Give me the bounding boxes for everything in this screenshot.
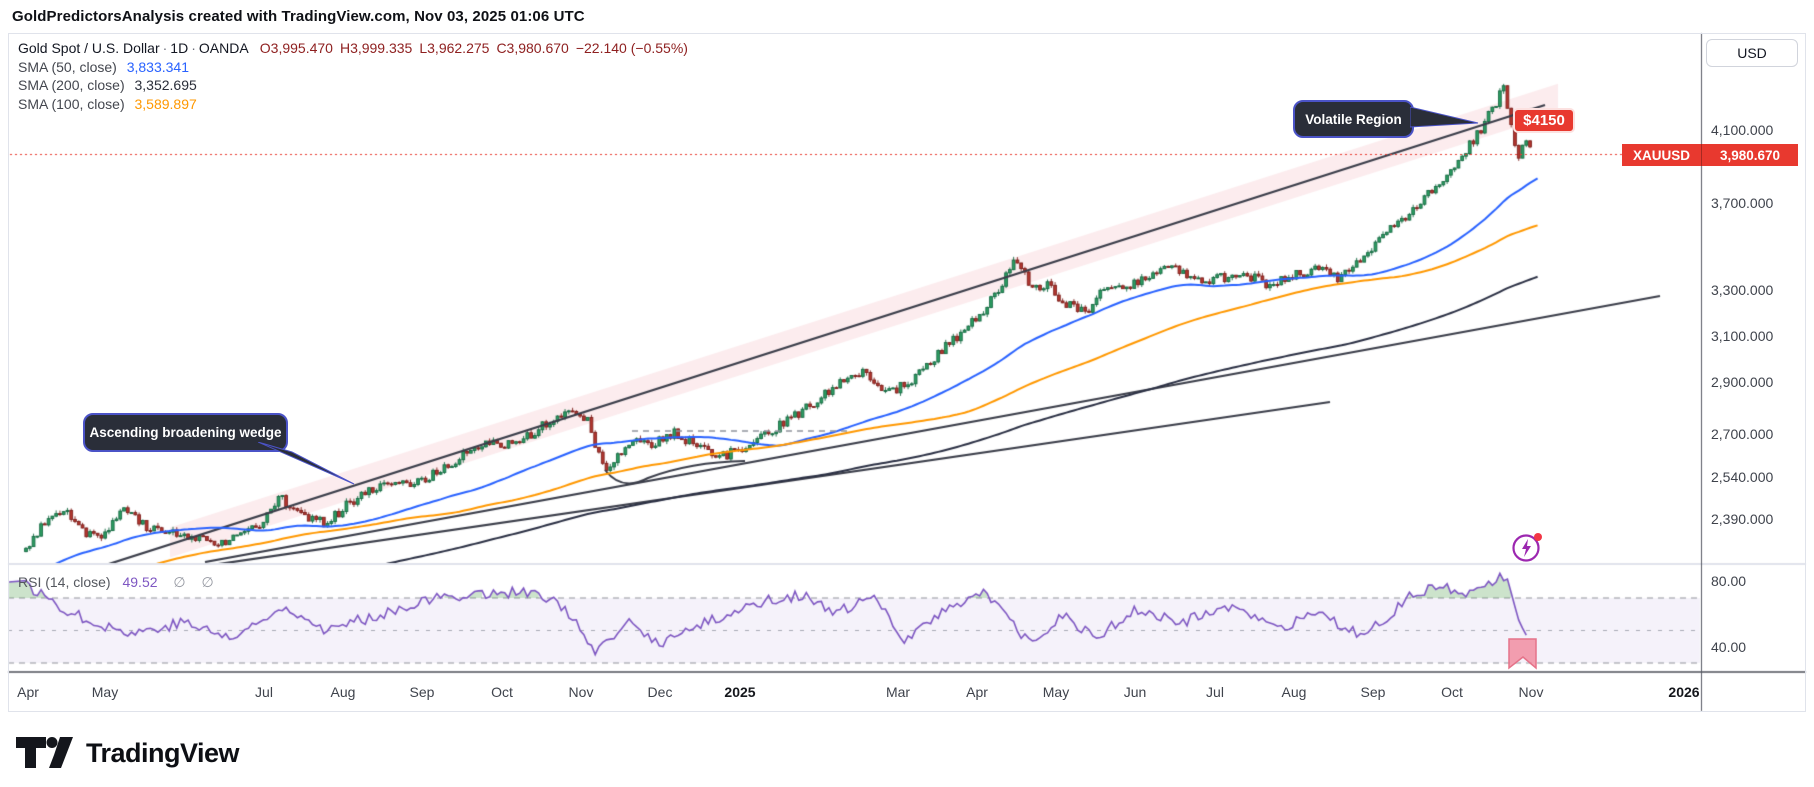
sma200-label: SMA (200, close): [18, 77, 125, 93]
flash-ideas-icon[interactable]: [1510, 530, 1544, 564]
rsi-axis-label: 40.00: [1711, 639, 1747, 655]
rsi-legend-row[interactable]: RSI (14, close) 49.52 ∅ ∅: [18, 574, 214, 591]
time-axis-label: Jul: [255, 684, 273, 700]
price-axis-label: 2,540.000: [1711, 469, 1774, 485]
open-value: O3,995.470: [259, 40, 333, 56]
time-axis-label: Apr: [966, 684, 988, 700]
wedge-annotation-text: Ascending broadening wedge: [89, 425, 282, 440]
ohlc-values: O3,995.470 H3,999.335 L3,962.275 C3,980.670…: [260, 40, 695, 56]
currency-button[interactable]: USD: [1706, 39, 1798, 67]
sma200-legend-row[interactable]: SMA (200, close) 3,352.695: [18, 76, 695, 95]
rsi-hidden-plot-icon: ∅: [173, 574, 186, 590]
label-divider: [1701, 144, 1702, 166]
time-axis-label: Dec: [647, 684, 673, 700]
page-title: GoldPredictorsAnalysis created with Trad…: [12, 8, 585, 25]
time-axis-label: Aug: [1281, 684, 1307, 700]
last-price-symbol: XAUUSD: [1632, 147, 1690, 163]
time-axis-label: Sep: [1360, 684, 1386, 700]
sma50-value: 3,833.341: [126, 58, 190, 75]
price-axis-label: 3,700.000: [1711, 195, 1774, 211]
time-axis-label: 2026: [1668, 684, 1700, 700]
time-axis-label: Mar: [885, 684, 911, 700]
tradingview-logo-icon: [16, 737, 73, 768]
rsi-axis-label: 80.00: [1711, 573, 1747, 589]
time-axis-label: Nov: [568, 684, 594, 700]
low-value: L3,962.275: [419, 40, 490, 56]
time-axis-label: Oct: [1441, 684, 1463, 700]
time-axis-label: Aug: [330, 684, 356, 700]
time-axis-label: Jul: [1206, 684, 1224, 700]
rsi-label: RSI (14, close): [18, 574, 111, 590]
symbol-legend-row[interactable]: Gold Spot / U.S. Dollar · 1D · OANDA O3,995.…: [18, 39, 695, 58]
last-price-value: 3,980.670: [1719, 147, 1781, 163]
exchange-label: OANDA: [198, 40, 248, 56]
price-axis-label: 3,300.000: [1711, 282, 1774, 298]
time-axis-label: Oct: [491, 684, 513, 700]
rsi-drop-marker-icon: [1508, 638, 1537, 670]
time-axis-label: Jun: [1123, 684, 1147, 700]
time-axis-label: 2025: [724, 684, 756, 700]
close-value: C3,980.670: [496, 40, 569, 56]
price-axis-label: 2,390.000: [1711, 511, 1774, 527]
rsi-hidden-plot-icon: ∅: [201, 574, 214, 590]
sma100-legend-row[interactable]: SMA (100, close) 3,589.897: [18, 95, 695, 114]
rsi-value: 49.52: [122, 574, 158, 590]
wedge-tooltip-tail: [258, 442, 355, 485]
price-axis-label: 2,900.000: [1711, 374, 1774, 390]
change-value: −22.140 (−0.55%): [575, 40, 688, 56]
sma50-label: SMA (50, close): [18, 58, 117, 75]
time-axis-label: Nov: [1518, 684, 1544, 700]
time-axis-label: Apr: [17, 684, 39, 700]
last-price-label[interactable]: XAUUSD 3,980.670: [1622, 144, 1798, 166]
price-axis-label: 2,700.000: [1711, 426, 1774, 442]
sma100-value: 3,589.897: [134, 95, 197, 112]
sma200-value: 3,352.695: [134, 77, 197, 93]
interval-label: 1D: [170, 40, 189, 56]
price-target-text: $4150: [1523, 112, 1565, 129]
price-axis-label: 3,100.000: [1711, 328, 1774, 344]
wedge-annotation-tooltip[interactable]: Ascending broadening wedge: [83, 413, 288, 452]
tradingview-logo[interactable]: TradingView: [16, 737, 240, 769]
time-axis-label: May: [91, 684, 119, 700]
sma100-label: SMA (100, close): [18, 95, 125, 112]
time-axis-label: Sep: [409, 684, 435, 700]
price-axis-label: 4,100.000: [1711, 122, 1774, 138]
sma50-legend-row[interactable]: SMA (50, close) 3,833.341: [18, 58, 695, 77]
symbol-name: Gold Spot / U.S. Dollar: [18, 40, 160, 56]
price-target-label[interactable]: $4150: [1513, 108, 1575, 133]
volatile-tooltip-tail: [1410, 107, 1479, 128]
tradingview-logo-text: TradingView: [86, 737, 240, 768]
volatile-region-text: Volatile Region: [1305, 111, 1402, 127]
time-axis-label: May: [1042, 684, 1070, 700]
high-value: H3,999.335: [339, 40, 413, 56]
chart-legend: Gold Spot / U.S. Dollar · 1D · OANDA O3,995.…: [18, 39, 695, 113]
volatile-region-tooltip[interactable]: Volatile Region: [1293, 100, 1414, 138]
